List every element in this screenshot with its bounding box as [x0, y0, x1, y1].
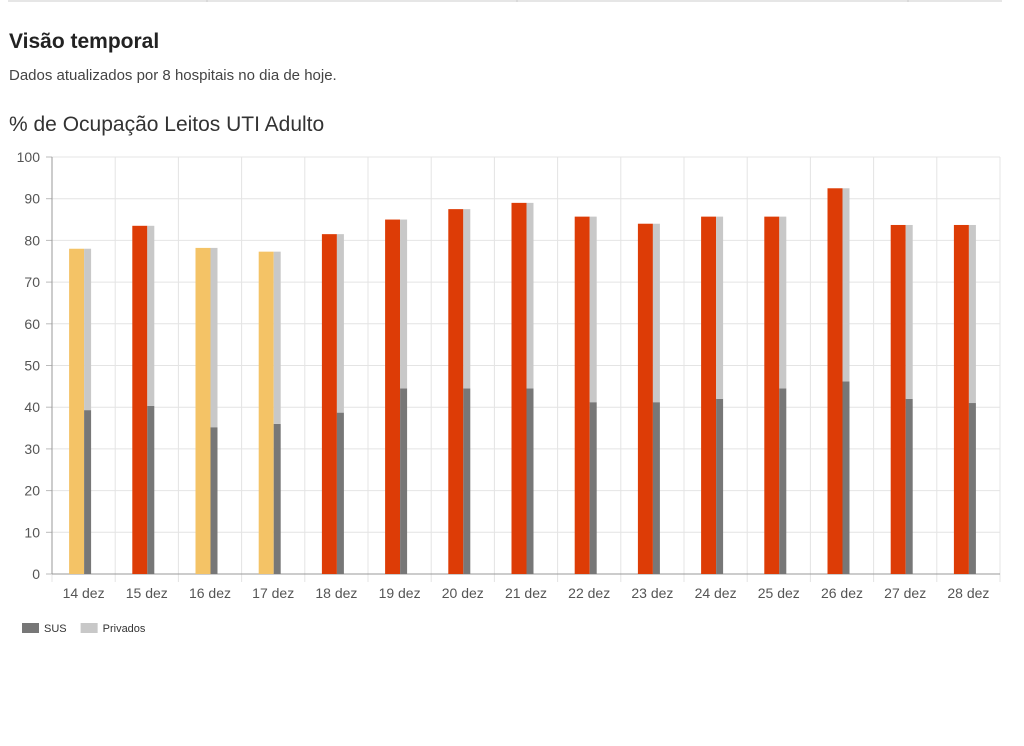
stack-segment: [147, 405, 155, 574]
total-bar: [701, 216, 717, 575]
y-tick-label: 0: [32, 566, 40, 582]
stack-segment: [84, 248, 92, 411]
x-tick-label: 14 dez: [63, 585, 105, 601]
stack-segment: [273, 251, 281, 424]
total-bar: [321, 234, 337, 574]
stack-segment: [400, 388, 408, 574]
total-bar: [69, 248, 85, 575]
x-tick-label: 18 dez: [315, 585, 357, 601]
legend-swatch: [80, 623, 98, 633]
stack-segment: [842, 381, 850, 574]
stack-segment: [905, 398, 913, 574]
stack-segment: [842, 188, 850, 382]
y-tick-label: 80: [24, 232, 40, 248]
stack-segment: [147, 225, 155, 406]
stack-segment: [463, 388, 471, 574]
total-bar: [827, 188, 843, 574]
total-bar: [448, 209, 464, 574]
y-tick-label: 90: [24, 191, 40, 207]
stack-segment: [652, 223, 660, 403]
total-bar: [385, 219, 401, 575]
y-tick-label: 20: [24, 483, 40, 499]
total-bar: [132, 225, 148, 574]
x-tick-label: 20 dez: [442, 585, 484, 601]
x-tick-label: 23 dez: [631, 585, 673, 601]
section-title: Visão temporal: [9, 30, 159, 53]
y-tick-label: 100: [17, 149, 41, 165]
x-tick-label: 22 dez: [568, 585, 610, 601]
stack-segment: [273, 423, 281, 574]
chart: 0 10 20 30 40 50 60 70 80 90 100 14 dez 15 dez 16 dez…: [17, 149, 1001, 635]
stack-segment: [905, 224, 913, 399]
stack-segment: [463, 209, 471, 389]
stack-segment: [779, 216, 787, 389]
total-bar: [574, 216, 590, 575]
x-tick-label: 16 dez: [189, 585, 231, 601]
y-tick-label: 10: [24, 524, 40, 540]
stack-segment: [652, 402, 660, 574]
stack-segment: [336, 234, 344, 413]
total-bar: [195, 247, 211, 574]
total-bar: [764, 216, 780, 575]
x-tick-label: 28 dez: [947, 585, 989, 601]
stack-segment: [210, 247, 218, 428]
stack-segment: [84, 410, 92, 574]
legend-swatch: [22, 623, 39, 633]
y-tick-label: 50: [24, 358, 40, 374]
x-tick-label: 19 dez: [379, 585, 421, 601]
y-tick-label: 70: [24, 274, 40, 290]
stack-segment: [210, 427, 218, 574]
stack-segment: [716, 216, 724, 399]
x-tick-label: 17 dez: [252, 585, 294, 601]
legend-label: Privados: [103, 623, 146, 635]
y-tick-label: 60: [24, 316, 40, 332]
stack-segment: [526, 388, 534, 574]
stack-segment: [589, 216, 597, 403]
stack-segment: [968, 403, 976, 574]
x-tick-label: 15 dez: [126, 585, 168, 601]
chart-title: % de Ocupação Leitos UTI Adulto: [9, 113, 324, 136]
stack-segment: [968, 224, 976, 404]
stack-segment: [526, 202, 534, 389]
x-tick-label: 27 dez: [884, 585, 926, 601]
total-bar: [953, 224, 969, 574]
x-tick-label: 26 dez: [821, 585, 863, 601]
x-tick-label: 24 dez: [695, 585, 737, 601]
y-tick-label: 30: [24, 441, 40, 457]
total-bar: [258, 251, 274, 574]
total-bar: [890, 224, 906, 574]
stack-segment: [589, 402, 597, 574]
total-bar: [511, 202, 527, 574]
y-tick-label: 40: [24, 399, 40, 415]
legend-label: SUS: [44, 623, 67, 635]
x-tick-label: 25 dez: [758, 585, 800, 601]
total-bar: [637, 223, 653, 574]
section-subtitle: Dados atualizados por 8 hospitais no dia…: [9, 67, 337, 84]
stack-segment: [716, 398, 724, 574]
stack-segment: [779, 388, 787, 574]
x-tick-label: 21 dez: [505, 585, 547, 601]
stack-segment: [400, 219, 408, 389]
stack-segment: [336, 412, 344, 574]
